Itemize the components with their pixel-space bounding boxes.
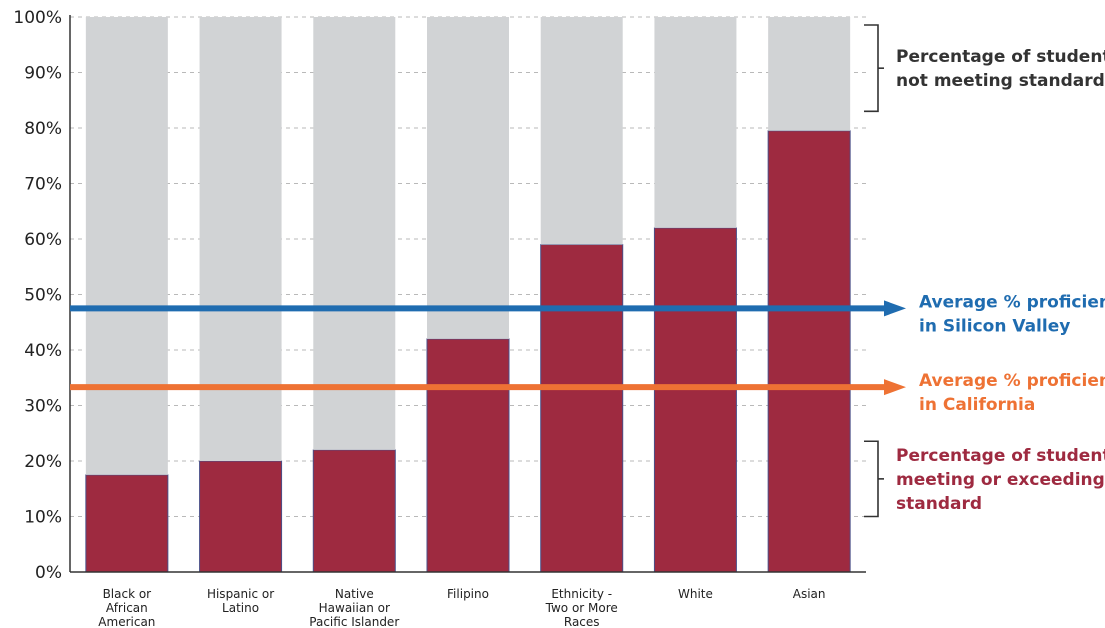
category-label: Native Hawaiian or Pacific Islander <box>309 587 399 628</box>
y-tick-label: 30% <box>24 397 62 417</box>
y-tick-label: 90% <box>24 64 62 84</box>
bar-not-meeting-standard <box>427 17 509 339</box>
bracket-label: Percentage of students meeting or exceedi… <box>896 446 1105 514</box>
reference-label: Average % proficient in California <box>919 371 1105 415</box>
bar-not-meeting-standard <box>540 17 623 245</box>
y-tick-label: 20% <box>24 452 62 472</box>
y-tick-label: 40% <box>24 341 62 361</box>
bars <box>85 17 851 573</box>
bracket-annotations: Percentage of students not meeting standa… <box>864 24 1105 518</box>
bar-not-meeting-standard <box>654 17 737 228</box>
category-label: White <box>678 587 713 601</box>
bracket-label: Percentage of students not meeting standa… <box>896 47 1105 91</box>
bracket <box>864 440 879 518</box>
bar-meeting-standard <box>540 244 624 573</box>
category-label: Hispanic or Latino <box>207 587 274 615</box>
bar-not-meeting-standard <box>85 17 168 475</box>
bar-meeting-standard <box>767 130 851 573</box>
y-tick-label: 10% <box>24 508 62 528</box>
y-tick-label: 60% <box>24 230 62 250</box>
reference-label: Average % proficient in Silicon Valley <box>919 292 1105 336</box>
y-tick-labels: 0% 10% 20% 30% 40% 50% 60% 70% 80% 90% 100% <box>13 8 62 583</box>
y-tick-label: 100% <box>13 8 62 28</box>
category-label: Asian <box>793 587 826 601</box>
bar-meeting-standard <box>426 338 510 573</box>
category-label: Filipino <box>447 587 489 601</box>
y-tick-label: 70% <box>24 175 62 195</box>
reference-arrowhead <box>884 300 906 317</box>
category-labels: Black or African American Hispanic or Latino… <box>98 587 825 628</box>
category-label: Ethnicity -Two or More Races <box>545 587 618 628</box>
y-tick-label: 0% <box>35 563 62 583</box>
bar-not-meeting-standard <box>768 17 851 131</box>
bar-meeting-standard <box>312 449 396 573</box>
bar-meeting-standard <box>653 227 737 573</box>
bar-not-meeting-standard <box>199 17 282 461</box>
bar-meeting-standard <box>85 474 169 573</box>
y-tick-label: 50% <box>24 286 62 306</box>
axes <box>69 15 866 573</box>
reference-lines: Average % proficient in Silicon Valley Ave… <box>70 292 1105 415</box>
y-tick-label: 80% <box>24 119 62 139</box>
bar-not-meeting-standard <box>313 17 396 450</box>
bracket <box>864 24 879 113</box>
reference-arrowhead <box>884 379 906 396</box>
bar-meeting-standard <box>199 460 283 573</box>
category-label: Black or African American <box>98 587 155 628</box>
